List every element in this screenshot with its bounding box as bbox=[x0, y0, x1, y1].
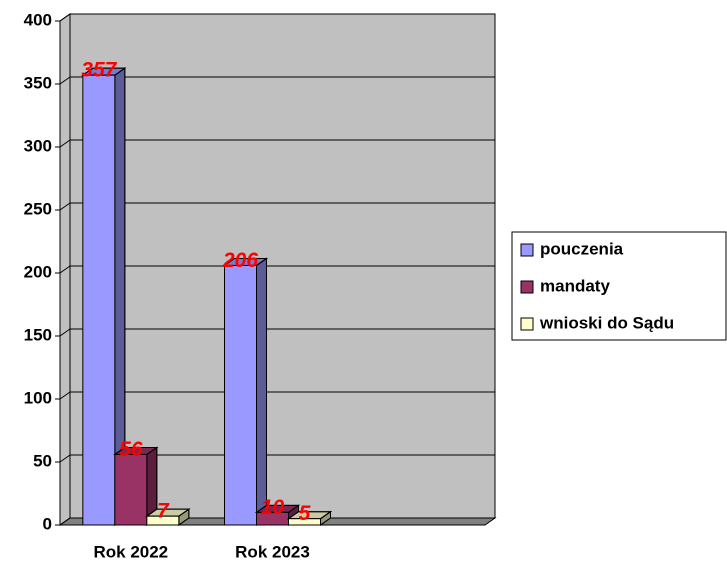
x-tick-label: Rok 2022 bbox=[93, 542, 168, 561]
legend-label: pouczenia bbox=[540, 239, 624, 258]
legend-swatch bbox=[520, 317, 534, 331]
y-tick-label: 150 bbox=[24, 325, 52, 344]
y-tick-label: 200 bbox=[24, 262, 52, 281]
grid-line bbox=[59, 391, 71, 400]
bar bbox=[288, 518, 321, 526]
y-tick-label: 250 bbox=[24, 199, 52, 218]
grid-line bbox=[59, 517, 71, 526]
grid-line bbox=[59, 202, 71, 211]
data-label: 5 bbox=[299, 502, 311, 525]
grid-line bbox=[59, 265, 71, 274]
y-tick-label: 50 bbox=[33, 451, 52, 470]
data-label: 7 bbox=[157, 500, 170, 523]
bar bbox=[224, 264, 257, 526]
grid-line bbox=[59, 454, 71, 463]
legend-box bbox=[511, 231, 727, 341]
grid-line bbox=[59, 139, 71, 148]
data-label: 10 bbox=[261, 496, 285, 519]
grid-line bbox=[59, 76, 71, 85]
data-label: 56 bbox=[119, 438, 143, 461]
bar bbox=[146, 515, 180, 526]
data-label: 357 bbox=[81, 59, 117, 82]
y-tick-label: 400 bbox=[24, 10, 52, 29]
bar bbox=[114, 453, 148, 526]
y-tick-label: 0 bbox=[43, 514, 52, 533]
legend-swatch bbox=[520, 280, 534, 294]
grid-line bbox=[59, 328, 71, 337]
bar bbox=[82, 74, 116, 526]
legend-label: mandaty bbox=[540, 276, 610, 295]
grid-line bbox=[59, 13, 71, 22]
data-label: 206 bbox=[222, 249, 258, 272]
y-tick-label: 100 bbox=[24, 388, 52, 407]
y-tick-label: 350 bbox=[24, 73, 52, 92]
y-tick-label: 300 bbox=[24, 136, 52, 155]
bar-side-shade bbox=[256, 257, 267, 526]
x-tick-label: Rok 2023 bbox=[235, 542, 310, 561]
legend-swatch bbox=[520, 243, 534, 257]
legend-label: wnioski do Sądu bbox=[539, 313, 674, 332]
